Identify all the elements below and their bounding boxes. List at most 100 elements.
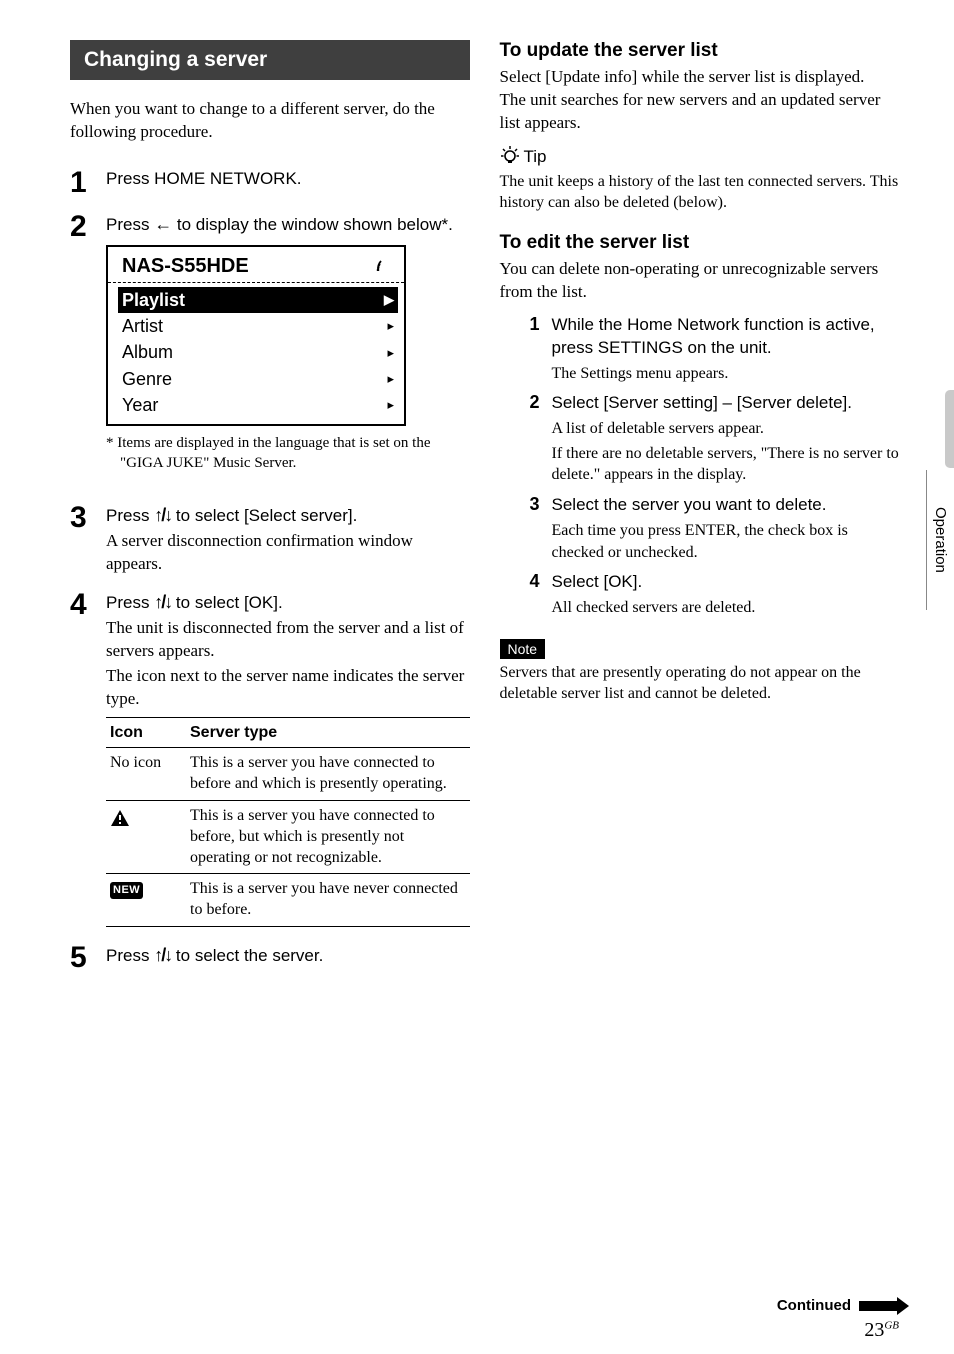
cell-icon: NEW (106, 874, 186, 927)
table-row: NEW This is a server you have never conn… (106, 874, 470, 927)
substep-number: 1 (530, 314, 544, 384)
substep-1: 1 While the Home Network function is act… (530, 314, 900, 384)
substep-2-text2: If there are no deletable servers, "Ther… (552, 443, 900, 486)
step-4-head-post: to select [OK]. (171, 593, 283, 612)
chevron-right-icon: ▸ (387, 396, 394, 414)
step-4-head: Press ↑/↓ to select [OK]. (106, 590, 470, 615)
tip-row: Tip (500, 145, 900, 169)
step-number: 5 (70, 943, 92, 973)
step-number: 4 (70, 590, 92, 620)
continued-arrow-icon (859, 1301, 899, 1311)
step-5-head: Press ↑/↓ to select the server. (106, 943, 470, 968)
page-number-value: 23 (864, 1319, 884, 1341)
update-heading: To update the server list (500, 40, 900, 62)
step-1: 1 Press HOME NETWORK. (70, 168, 470, 198)
step-number: 2 (70, 212, 92, 242)
step-4-text2: The icon next to the server name indicat… (106, 665, 470, 711)
step-1-head: Press HOME NETWORK. (106, 168, 470, 191)
list-item-label: Playlist (122, 288, 185, 312)
substep-1-text: The Settings menu appears. (552, 363, 900, 385)
substep-3-head: Select the server you want to delete. (552, 494, 900, 517)
chevron-right-icon: ▸ (387, 370, 394, 388)
side-tab: Operation (926, 470, 954, 610)
side-tab-indicator (945, 390, 954, 468)
edit-p: You can delete non-operating or unrecogn… (500, 258, 900, 304)
chevron-right-icon: ▸ (387, 317, 394, 335)
list-item: Artist ▸ (118, 313, 398, 339)
step-3-head-pre: Press (106, 506, 154, 525)
cell-text: This is a server you have connected to b… (186, 800, 470, 873)
footnote: * Items are displayed in the language th… (106, 434, 470, 473)
screenshot-title: NAS-S55HDE (122, 253, 249, 280)
step-2-head-pre: Press (106, 215, 154, 234)
arrow-up-down-icon: ↑/↓ (154, 945, 171, 965)
step-3: 3 Press ↑/↓ to select [Select server]. A… (70, 503, 470, 576)
continued-label: Continued (777, 1297, 851, 1314)
step-3-head: Press ↑/↓ to select [Select server]. (106, 503, 470, 528)
update-p2: The unit searches for new servers and an… (500, 89, 900, 135)
substep-4-text: All checked servers are deleted. (552, 597, 900, 619)
arrow-up-down-icon: ↑/↓ (154, 505, 171, 525)
substep-2-text1: A list of deletable servers appear. (552, 418, 900, 440)
substep-2-head: Select [Server setting] – [Server delete… (552, 392, 900, 415)
step-4-head-pre: Press (106, 593, 154, 612)
step-5-head-pre: Press (106, 946, 154, 965)
substep-1-head: While the Home Network function is activ… (552, 314, 900, 360)
warning-icon (110, 807, 130, 832)
cell-text: This is a server you have never connecte… (186, 874, 470, 927)
step-5-head-post: to select the server. (171, 946, 323, 965)
substep-3: 3 Select the server you want to delete. … (530, 494, 900, 563)
step-2-head-post: to display the window shown below*. (172, 215, 453, 234)
step-2: 2 Press ← to display the window shown be… (70, 212, 470, 489)
list-item-label: Album (122, 340, 173, 364)
substep-4: 4 Select [OK]. All checked servers are d… (530, 571, 900, 619)
list-item: Playlist ▶ (118, 287, 398, 313)
screenshot-list: Playlist▶ Artist▸ Album▸ Genre▸ Year▸ (108, 283, 404, 424)
step-2-head: Press ← to display the window shown belo… (106, 212, 470, 237)
page-content: Changing a server When you want to chang… (0, 0, 954, 987)
substep-3-text: Each time you press ENTER, the check box… (552, 520, 900, 563)
tip-icon (500, 145, 520, 169)
th-icon: Icon (106, 717, 186, 748)
new-icon: NEW (110, 882, 143, 898)
tip-text: The unit keeps a history of the last ten… (500, 171, 900, 214)
side-tab-label: Operation (932, 507, 949, 573)
edit-heading: To edit the server list (500, 232, 900, 254)
step-5: 5 Press ↑/↓ to select the server. (70, 943, 470, 973)
cell-icon (106, 800, 186, 873)
wifi-icon (376, 256, 394, 278)
substep-2: 2 Select [Server setting] – [Server dele… (530, 392, 900, 486)
section-title: Changing a server (70, 40, 470, 80)
step-4-text1: The unit is disconnected from the server… (106, 617, 470, 663)
th-type: Server type (186, 717, 470, 748)
step-number: 3 (70, 503, 92, 533)
arrow-up-down-icon: ↑/↓ (154, 592, 171, 612)
cell-icon: No icon (106, 748, 186, 801)
device-screenshot: NAS-S55HDE Playlist▶ Artist▸ A (106, 245, 406, 426)
list-item-label: Genre (122, 367, 172, 391)
page-number-suffix: GB (884, 1319, 899, 1331)
table-row: No icon This is a server you have connec… (106, 748, 470, 801)
left-column: Changing a server When you want to chang… (70, 40, 470, 987)
intro-text: When you want to change to a different s… (70, 98, 470, 144)
page-number: 23GB (864, 1319, 899, 1342)
tip-label: Tip (524, 147, 547, 167)
list-item-label: Artist (122, 314, 163, 338)
substep-number: 4 (530, 571, 544, 619)
list-item: Album ▸ (118, 339, 398, 365)
step-3-head-post: to select [Select server]. (171, 506, 357, 525)
list-item: Genre ▸ (118, 366, 398, 392)
chevron-right-icon: ▸ (387, 344, 394, 362)
substep-number: 2 (530, 392, 544, 486)
substep-4-head: Select [OK]. (552, 571, 900, 594)
step-4: 4 Press ↑/↓ to select [OK]. The unit is … (70, 590, 470, 927)
screenshot-title-bar: NAS-S55HDE (108, 247, 404, 283)
right-column: To update the server list Select [Update… (500, 40, 900, 987)
step-number: 1 (70, 168, 92, 198)
chevron-right-icon: ▶ (384, 291, 394, 309)
substep-number: 3 (530, 494, 544, 563)
update-p1: Select [Update info] while the server li… (500, 66, 900, 89)
note-label: Note (500, 639, 546, 659)
footer: Continued (70, 1297, 899, 1314)
note-text: Servers that are presently operating do … (500, 663, 900, 705)
